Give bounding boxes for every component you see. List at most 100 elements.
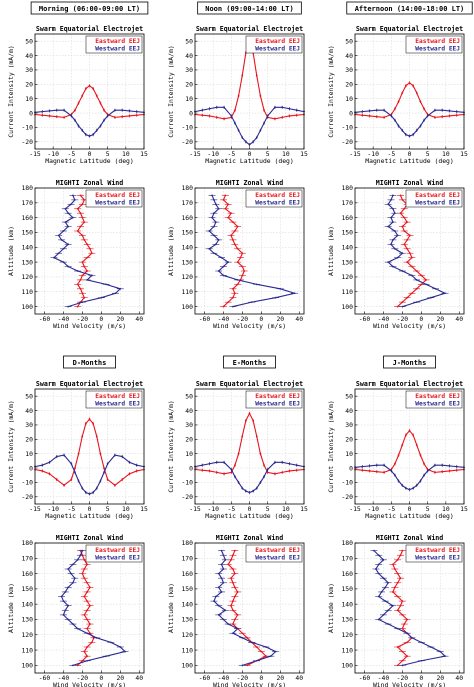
data-point: [86, 279, 89, 281]
data-point: [76, 283, 79, 286]
data-point: [387, 203, 390, 206]
data-point: [89, 604, 91, 607]
data-point: [396, 627, 399, 630]
data-point: [236, 627, 239, 630]
data-point: [222, 554, 225, 557]
data-point: [223, 461, 225, 464]
data-point: [114, 116, 116, 119]
x-tick-label: -10: [367, 505, 379, 513]
x-tick-label: 40: [135, 674, 143, 682]
data-point: [222, 305, 225, 308]
data-point: [403, 243, 406, 246]
x-tick-label: 10: [442, 505, 450, 513]
data-point: [70, 572, 72, 575]
x-tick-label: 0: [248, 150, 252, 158]
y-tick-label: 50: [345, 392, 353, 400]
data-point: [403, 230, 406, 232]
data-point: [401, 252, 404, 255]
data-point: [81, 203, 84, 206]
x-tick-label: 20: [276, 674, 284, 682]
header-box: [197, 1, 302, 15]
data-point: [227, 203, 230, 206]
x-tick-label: 40: [455, 674, 463, 682]
y-tick-label: -20: [21, 138, 33, 146]
data-point: [76, 664, 79, 667]
series-westward: [58, 549, 129, 667]
data-point: [279, 287, 282, 290]
data-point: [239, 256, 242, 259]
data-point: [83, 558, 86, 561]
data-point: [406, 221, 409, 223]
x-tick-label: 0: [88, 150, 92, 158]
x-axis-label: Wind Velocity (m/s): [373, 322, 446, 330]
data-point: [233, 292, 236, 295]
data-point: [375, 464, 378, 467]
data-point: [232, 221, 234, 223]
data-point: [404, 434, 407, 436]
data-point: [377, 554, 380, 557]
x-tick-label: -40: [218, 315, 230, 323]
data-point: [62, 600, 65, 603]
data-point: [233, 230, 236, 232]
data-point: [401, 650, 404, 653]
x-tick-label: 5: [266, 150, 270, 158]
y-tick-label: 180: [181, 184, 193, 192]
data-point: [441, 115, 444, 118]
plot-frame: [194, 33, 305, 150]
data-point: [233, 572, 236, 575]
data-point: [86, 659, 89, 662]
data-point: [396, 305, 399, 308]
data-point: [246, 636, 249, 639]
header-text: E-Months: [233, 359, 267, 367]
data-point: [89, 247, 91, 250]
data-point: [67, 305, 70, 308]
series-westward: [205, 194, 299, 308]
data-point: [392, 221, 394, 223]
y-tick-label: 50: [345, 37, 353, 45]
x-tick-label: 40: [295, 315, 303, 323]
data-point: [393, 247, 396, 250]
y-tick-label: 150: [21, 229, 33, 237]
data-point: [135, 110, 138, 113]
x-tick-label: 10: [282, 150, 290, 158]
y-tick-label: 50: [185, 37, 193, 45]
data-point: [74, 119, 76, 122]
chart-title: MIGHTI Zonal Wind: [376, 534, 444, 542]
data-point: [83, 296, 86, 299]
x-tick-label: 10: [282, 505, 290, 513]
data-point: [406, 296, 409, 299]
data-point: [81, 274, 84, 277]
data-point: [232, 609, 234, 612]
y-tick-label: 20: [345, 81, 353, 89]
y-tick-label: 150: [341, 585, 353, 593]
panel-header: Noon (09:00-14:00 LT): [197, 1, 302, 15]
data-point: [274, 296, 277, 299]
x-tick-label: 5: [106, 505, 110, 513]
data-point: [415, 92, 418, 94]
x-axis-label: Magnetic Latitude (deg): [205, 157, 294, 165]
data-point: [67, 568, 70, 570]
legend-box: [245, 35, 303, 54]
data-point: [410, 636, 413, 639]
data-point: [415, 444, 418, 446]
chart-title: MIGHTI Zonal Wind: [56, 534, 124, 542]
x-axis-label: Magnetic Latitude (deg): [365, 157, 454, 165]
data-point: [444, 292, 446, 295]
y-tick-label: 40: [185, 52, 193, 60]
data-point: [109, 641, 112, 644]
x-tick-label: -10: [47, 505, 59, 513]
data-point: [408, 429, 411, 432]
data-point: [236, 247, 239, 250]
legend-box: [405, 390, 463, 409]
data-point: [76, 305, 79, 308]
data-point: [236, 613, 239, 616]
data-point: [48, 115, 51, 117]
data-point: [128, 110, 131, 112]
y-tick-label: 140: [181, 243, 193, 251]
y-axis-label: Altitude (km): [167, 583, 175, 633]
series-westward: [354, 463, 465, 492]
header-text: D-Months: [73, 359, 107, 367]
y-tick-label: 20: [185, 81, 193, 89]
y-tick-label: 0: [189, 109, 193, 117]
